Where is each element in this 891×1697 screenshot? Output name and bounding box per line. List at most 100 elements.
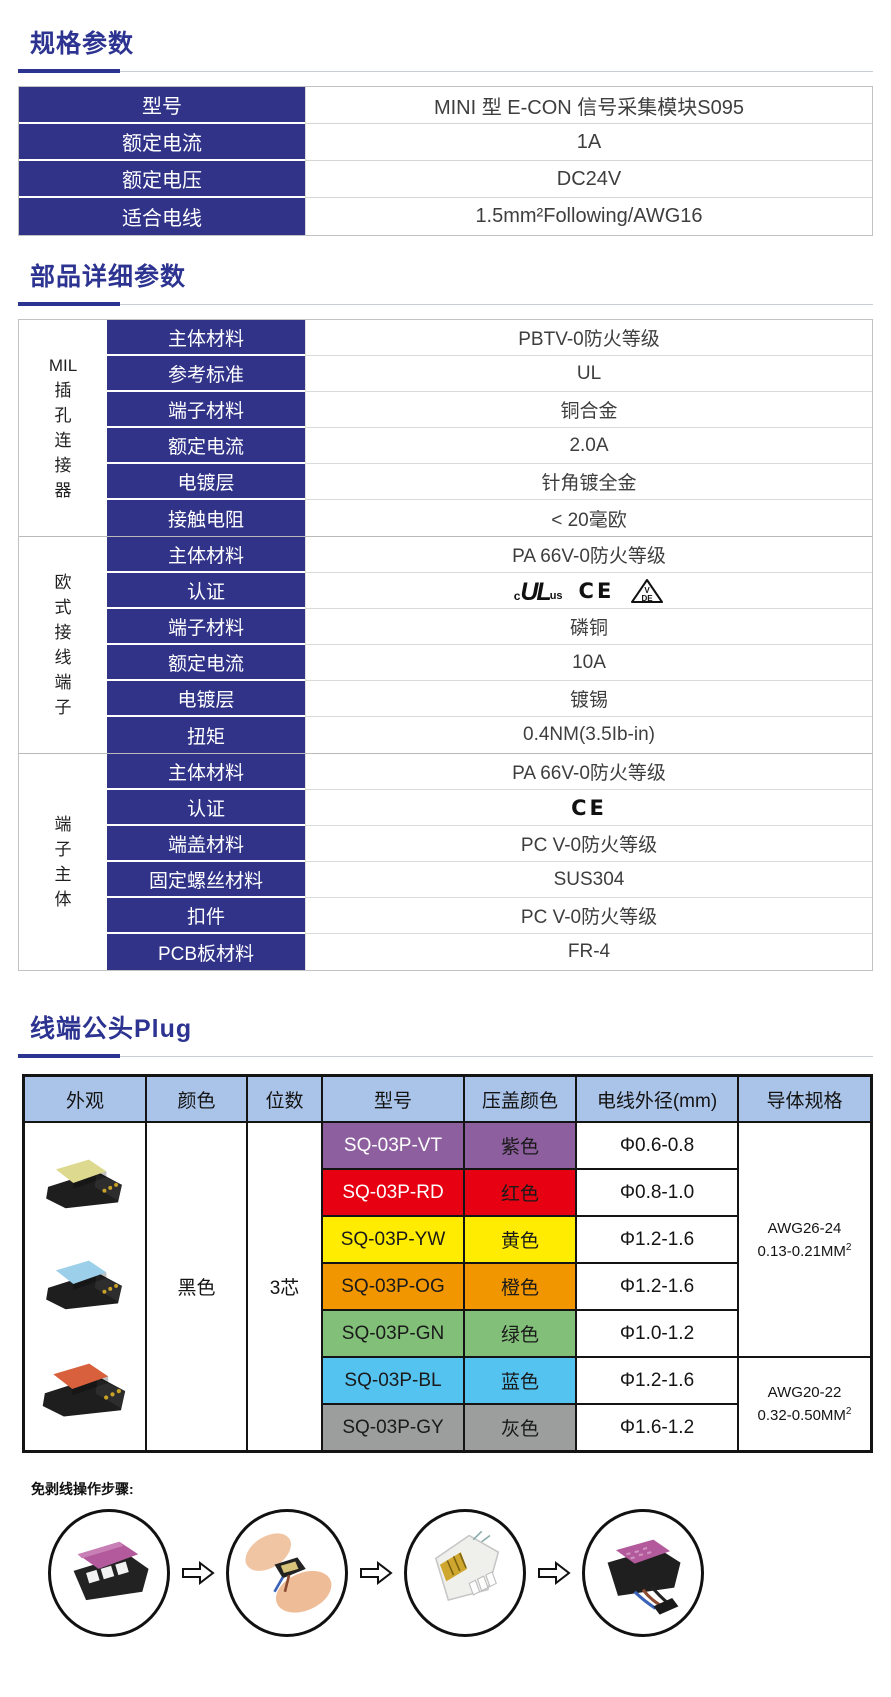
part-row-label: 认证 — [107, 790, 305, 826]
part-row-label: 固定螺丝材料 — [107, 862, 305, 898]
spec-row-value: DC24V — [305, 161, 872, 198]
plug-table: 外观 颜色 位数 型号 压盖颜色 电线外径(mm) 导体规格 — [22, 1074, 873, 1453]
cap-color-cell: 绿色 — [465, 1311, 575, 1356]
svg-text:DE: DE — [642, 594, 654, 603]
certification-icons: c UL us CE V DE — [305, 573, 872, 609]
spec-row-label: 适合电线 — [19, 198, 305, 235]
table-row: 认证 c UL us CE V DE — [107, 573, 872, 609]
model-cell: SQ-03P-OG — [323, 1264, 463, 1309]
right-arrow-icon — [537, 1561, 571, 1585]
part-row-value: PBTV-0防火等级 — [305, 320, 872, 356]
cap-color-cell: 红色 — [465, 1170, 575, 1215]
spec-section-title: 规格参数 — [30, 30, 135, 58]
part-row-value: 针角镀全金 — [305, 464, 872, 500]
positions-cell: 3芯 — [248, 1123, 321, 1450]
spec-row-value: MINI 型 E-CON 信号采集模块S095 — [305, 87, 872, 124]
table-row: 接触电阻 < 20毫欧 — [107, 500, 872, 536]
part-row-value: SUS304 — [305, 862, 872, 898]
vde-certification-icon: V DE — [631, 578, 664, 603]
connector-photo-yellow-cap — [46, 1159, 122, 1209]
cul-us-certification-icon: c UL us — [513, 578, 563, 606]
model-cell: SQ-03P-VT — [323, 1123, 463, 1168]
model-cell: SQ-03P-GN — [323, 1311, 463, 1356]
press-by-hand-illustration — [245, 1533, 332, 1613]
model-cell: SQ-03P-GY — [323, 1405, 463, 1450]
table-row: 额定电流 10A — [107, 645, 872, 681]
spec-row-label: 型号 — [19, 87, 305, 124]
part-group-mil-connector: MIL 插 孔 连 接 器 主体材料 PBTV-0防火等级 参考标准 UL 端子… — [19, 320, 872, 537]
spec-row-label: 额定电流 — [19, 124, 305, 161]
conductor-spec-cell: AWG26-24 0.13-0.21MM2 — [739, 1123, 870, 1356]
wire-od-cell: Φ1.2-1.6 — [577, 1264, 737, 1309]
spec-row-value: 1A — [305, 124, 872, 161]
part-row-value: PC V-0防火等级 — [305, 898, 872, 934]
table-row: 端子材料 磷铜 — [107, 609, 872, 645]
step-1-photo — [48, 1509, 170, 1637]
steps-section: 免剥线操作步骤: — [18, 1479, 873, 1637]
wire-od-cell: Φ1.0-1.2 — [577, 1311, 737, 1356]
step-3-photo — [404, 1509, 526, 1637]
part-group-euro-terminal: 欧 式 接 线 端 子 主体材料 PA 66V-0防火等级 认证 c UL us — [19, 537, 872, 754]
table-row: 适合电线 1.5mm²Following/AWG16 — [19, 198, 872, 235]
table-row: 电镀层 针角镀全金 — [107, 464, 872, 500]
part-row-value: PA 66V-0防火等级 — [305, 537, 872, 573]
rule-line — [120, 1055, 873, 1057]
part-row-value: 铜合金 — [305, 392, 872, 428]
table-row: 固定螺丝材料 SUS304 — [107, 862, 872, 898]
table-row: PCB板材料 FR-4 — [107, 934, 872, 970]
part-row-label: 参考标准 — [107, 356, 305, 392]
cap-color-cell: 黄色 — [465, 1217, 575, 1262]
table-row: 扭矩 0.4NM(3.5Ib-in) — [107, 717, 872, 753]
svg-text:V: V — [645, 586, 651, 595]
completed-assembly-illustration — [607, 1539, 681, 1615]
part-row-label: 主体材料 — [107, 537, 305, 573]
spec-row-value: 1.5mm²Following/AWG16 — [305, 198, 872, 235]
part-row-value: 10A — [305, 645, 872, 681]
rule-accent — [18, 69, 120, 73]
part-row-label: 认证 — [107, 573, 305, 609]
appearance-cell — [25, 1123, 145, 1450]
plug-section-title: 线端公头Plug — [30, 1015, 193, 1043]
part-row-label: 电镀层 — [107, 681, 305, 717]
rule-accent — [18, 1054, 120, 1058]
rule-accent — [18, 302, 120, 306]
part-group-label: MIL 插 孔 连 接 器 — [19, 320, 107, 536]
table-row: 扣件 PC V-0防火等级 — [107, 898, 872, 934]
column-header: 位数 — [248, 1077, 321, 1121]
section-rule — [18, 302, 873, 306]
part-row-label: 电镀层 — [107, 464, 305, 500]
model-cell: SQ-03P-YW — [323, 1217, 463, 1262]
part-row-value: PC V-0防火等级 — [305, 826, 872, 862]
steps-row — [48, 1509, 873, 1637]
step-2-photo — [226, 1509, 348, 1637]
rule-line — [120, 303, 873, 305]
cap-color-cell: 蓝色 — [465, 1358, 575, 1403]
plug-section: 线端公头Plug 外观 颜色 位数 型号 压盖颜色 电线外径(mm) 导体规格 — [18, 1009, 873, 1453]
part-row-value: 0.4NM(3.5Ib-in) — [305, 717, 872, 753]
part-row-label: 扣件 — [107, 898, 305, 934]
certification-icons: CE — [305, 790, 872, 826]
insert-wires-illustration — [73, 1541, 149, 1601]
wire-od-cell: Φ1.6-1.2 — [577, 1405, 737, 1450]
part-row-value: 磷铜 — [305, 609, 872, 645]
part-row-label: 额定电流 — [107, 428, 305, 464]
part-row-label: 主体材料 — [107, 754, 305, 790]
part-row-value: UL — [305, 356, 872, 392]
part-row-value: 镀锡 — [305, 681, 872, 717]
steps-label: 免剥线操作步骤: — [31, 1481, 134, 1497]
part-row-label: 端子材料 — [107, 609, 305, 645]
housing-color-cell: 黑色 — [147, 1123, 246, 1450]
model-cell: SQ-03P-BL — [323, 1358, 463, 1403]
part-row-value: < 20毫欧 — [305, 500, 872, 536]
spec-row-label: 额定电压 — [19, 161, 305, 198]
rule-line — [120, 70, 873, 72]
table-row: 主体材料 PA 66V-0防火等级 — [107, 537, 872, 573]
conductor-awg: AWG26-24 — [767, 1219, 842, 1237]
part-row-label: 端子材料 — [107, 392, 305, 428]
cap-color-cell: 紫色 — [465, 1123, 575, 1168]
wire-od-cell: Φ1.2-1.6 — [577, 1358, 737, 1403]
column-header: 导体规格 — [739, 1077, 870, 1121]
part-row-label: 扭矩 — [107, 717, 305, 753]
table-row: 型号 MINI 型 E-CON 信号采集模块S095 — [19, 87, 872, 124]
